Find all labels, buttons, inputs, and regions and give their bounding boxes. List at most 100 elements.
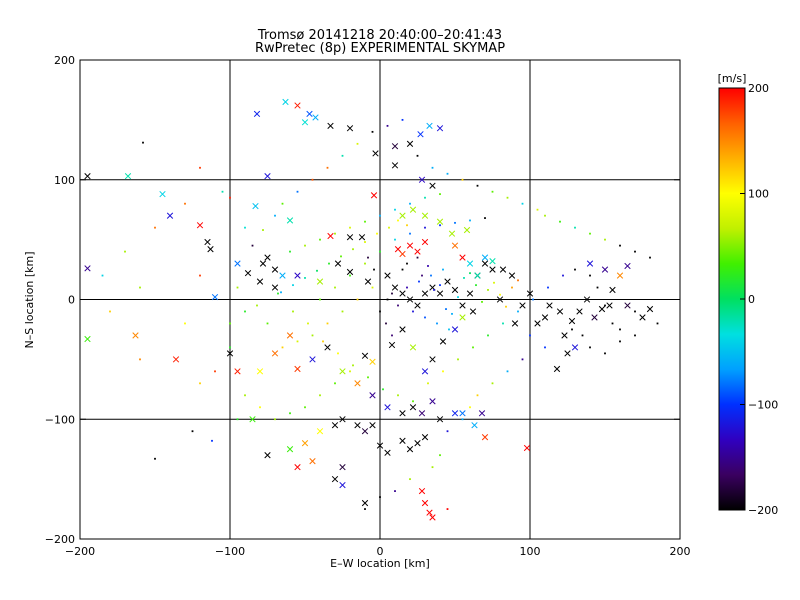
data-point-x-marker bbox=[426, 122, 433, 130]
data-point-dot-marker bbox=[214, 370, 216, 373]
data-point-dot-marker bbox=[236, 286, 239, 289]
data-point-dot-marker bbox=[304, 406, 306, 409]
data-point-x-marker bbox=[429, 356, 436, 363]
data-point-x-marker bbox=[646, 305, 654, 313]
data-point-x-marker bbox=[421, 499, 429, 507]
data-point-dot-marker bbox=[611, 322, 614, 325]
data-point-dot-marker bbox=[326, 166, 329, 169]
data-point-dot-marker bbox=[356, 142, 359, 145]
data-point-dot-marker bbox=[596, 286, 599, 289]
grid-lines bbox=[80, 60, 680, 539]
data-point-x-marker bbox=[339, 416, 346, 423]
data-point-x-marker bbox=[429, 398, 436, 405]
data-point-x-marker bbox=[583, 296, 591, 303]
data-point-dot-marker bbox=[281, 202, 284, 205]
data-point-dot-marker bbox=[649, 256, 651, 259]
data-point-x-marker bbox=[418, 176, 426, 183]
data-point-dot-marker bbox=[442, 268, 444, 271]
data-point-dot-marker bbox=[517, 279, 519, 282]
data-point-dot-marker bbox=[619, 328, 621, 331]
data-point-dot-marker bbox=[397, 304, 399, 307]
data-point-dot-marker bbox=[211, 439, 213, 442]
data-point-dot-marker bbox=[634, 250, 636, 253]
data-point-x-marker bbox=[414, 302, 421, 309]
data-point-dot-marker bbox=[274, 418, 276, 421]
data-point-dot-marker bbox=[266, 322, 269, 325]
data-point-x-marker bbox=[421, 212, 429, 219]
data-point-dot-marker bbox=[289, 250, 291, 253]
data-point-dot-marker bbox=[484, 217, 486, 219]
data-point-x-marker bbox=[459, 302, 466, 309]
data-point-dot-marker bbox=[319, 394, 321, 397]
data-point-dot-marker bbox=[364, 262, 366, 265]
data-point-dot-marker bbox=[139, 286, 141, 289]
data-point-x-marker bbox=[279, 272, 286, 279]
y-tick-label: 200 bbox=[54, 54, 75, 67]
data-point-x-marker bbox=[204, 238, 211, 246]
data-point-dot-marker bbox=[619, 244, 621, 247]
data-point-x-marker bbox=[489, 266, 496, 273]
data-point-x-marker bbox=[616, 272, 624, 279]
data-point-x-marker bbox=[459, 410, 466, 417]
data-point-dot-marker bbox=[289, 412, 291, 415]
data-point-dot-marker bbox=[451, 312, 453, 315]
data-point-dot-marker bbox=[502, 322, 504, 325]
data-point-dot-marker bbox=[292, 284, 294, 287]
data-point-x-marker bbox=[576, 308, 583, 315]
data-point-dot-marker bbox=[431, 466, 434, 469]
data-point-x-marker bbox=[471, 422, 478, 429]
data-point-dot-marker bbox=[547, 286, 549, 289]
data-point-x-marker bbox=[369, 358, 376, 365]
data-point-dot-marker bbox=[154, 226, 156, 229]
data-point-dot-marker bbox=[536, 208, 539, 211]
data-point-dot-marker bbox=[457, 358, 459, 361]
data-point-x-marker bbox=[526, 290, 534, 297]
data-point-x-marker bbox=[409, 404, 417, 411]
data-point-x-marker bbox=[331, 422, 339, 429]
data-point-x-marker bbox=[166, 212, 174, 219]
data-point-dot-marker bbox=[319, 298, 321, 301]
data-point-dot-marker bbox=[292, 310, 294, 313]
data-point-dot-marker bbox=[277, 292, 279, 295]
data-point-x-marker bbox=[534, 320, 541, 327]
data-point-x-marker bbox=[294, 463, 301, 471]
data-point-x-marker bbox=[414, 440, 421, 447]
data-point-x-marker bbox=[406, 296, 414, 303]
data-point-x-marker bbox=[496, 296, 504, 303]
data-point-dot-marker bbox=[376, 232, 378, 235]
data-point-x-marker bbox=[448, 230, 456, 237]
data-point-dot-marker bbox=[199, 166, 201, 169]
data-point-x-marker bbox=[306, 110, 313, 118]
data-point-dot-marker bbox=[574, 226, 576, 229]
data-point-x-marker bbox=[451, 286, 459, 294]
data-point-x-marker bbox=[561, 332, 568, 339]
data-point-dot-marker bbox=[461, 418, 464, 421]
data-point-x-marker bbox=[406, 446, 414, 453]
data-point-dot-marker bbox=[406, 262, 408, 265]
data-point-x-marker bbox=[301, 440, 309, 447]
data-point-dot-marker bbox=[604, 352, 606, 355]
data-point-dot-marker bbox=[199, 274, 201, 277]
data-point-dot-marker bbox=[379, 496, 381, 498]
data-point-dot-marker bbox=[322, 340, 324, 343]
data-point-dot-marker bbox=[529, 334, 531, 337]
data-point-x-marker bbox=[414, 248, 421, 255]
data-point-dot-marker bbox=[544, 346, 546, 349]
x-tick-label: 100 bbox=[520, 545, 541, 558]
data-point-dot-marker bbox=[229, 346, 231, 349]
data-point-dot-marker bbox=[244, 310, 246, 313]
data-point-x-marker bbox=[541, 314, 549, 321]
data-point-dot-marker bbox=[521, 358, 524, 361]
data-point-dot-marker bbox=[382, 388, 384, 391]
data-point-dot-marker bbox=[316, 269, 318, 272]
data-point-dot-marker bbox=[397, 219, 399, 222]
data-point-x-marker bbox=[271, 350, 279, 357]
colorbar-tick-label: 0 bbox=[748, 293, 755, 306]
data-point-x-marker bbox=[399, 290, 406, 297]
chart-subtitle: RwPretec (8p) EXPERIMENTAL SKYMAP bbox=[255, 41, 505, 56]
data-point-x-marker bbox=[286, 217, 294, 224]
data-point-x-marker bbox=[606, 302, 613, 309]
data-point-dot-marker bbox=[448, 328, 450, 331]
data-point-x-marker bbox=[271, 266, 279, 273]
data-point-dot-marker bbox=[469, 406, 471, 409]
